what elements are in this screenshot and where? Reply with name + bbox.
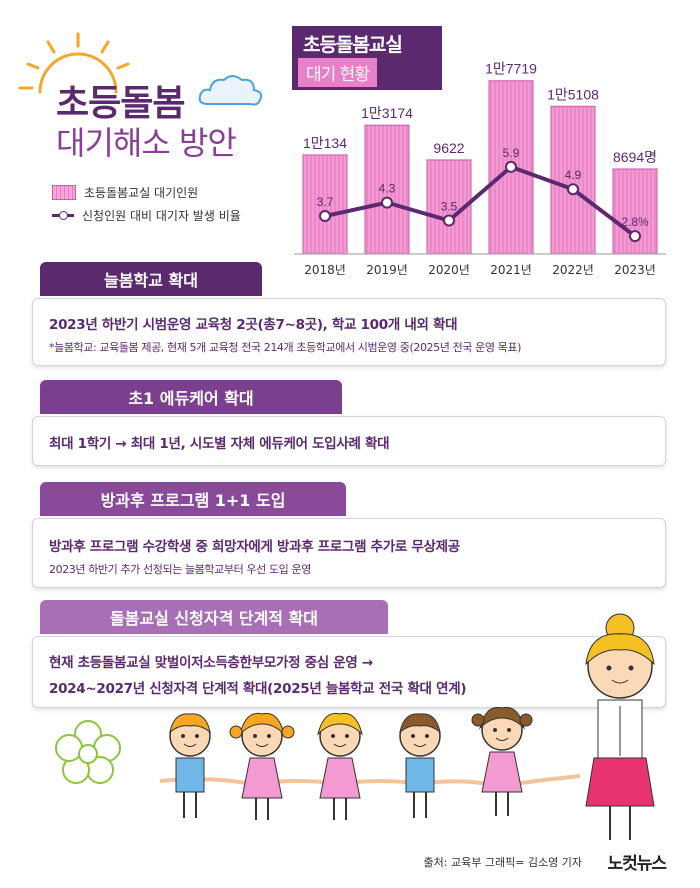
legend-bar-label: 초등돌봄교실 대기인원 <box>84 186 199 200</box>
child-figure <box>169 713 211 818</box>
legend-line: 신청인원 대비 대기자 발생 비율 <box>52 207 241 224</box>
sun-icon <box>18 32 130 94</box>
ratio-label: 3.7 <box>317 195 334 209</box>
section-tab-educare: 초1 에듀케어 확대 <box>40 380 342 414</box>
section-main-text: 현재 초등돌봄교실 맞벌이저소득층한부모가정 중심 운영 → <box>49 655 373 671</box>
ratio-point <box>567 183 579 196</box>
section-box-eligibility: 현재 초등돌봄교실 맞벌이저소득층한부모가정 중심 운영 → 2024~2027… <box>32 636 666 708</box>
section-tab-afterschool: 방과후 프로그램 1+1 도입 <box>40 482 346 516</box>
page-title: 초등돌봄 <box>56 83 185 124</box>
section-sub-text: *늘봄학교: 교육돌봄 제공, 현재 5개 교육청 전국 214개 초등학교에서… <box>49 341 521 354</box>
ratio-point <box>443 214 455 227</box>
page-subtitle: 대기해소 방안 <box>56 124 237 162</box>
legend-bar-swatch <box>52 185 76 200</box>
child-figure <box>229 712 295 820</box>
ratio-label: 3.5 <box>441 200 458 214</box>
child-figure <box>399 713 441 818</box>
child-figure <box>471 706 533 816</box>
ratio-label: 5.9 <box>503 146 520 160</box>
ratio-label: 4.3 <box>379 182 396 196</box>
bar-value-label: 1만7719 <box>485 61 537 77</box>
section-sub-text: 2023년 하반기 추가 선정되는 늘봄학교부터 우선 도입 운영 <box>49 563 311 576</box>
bar-value-label: 1만134 <box>303 135 347 151</box>
section-tab-neulbom: 늘봄학교 확대 <box>40 262 262 296</box>
section-box-afterschool: 방과후 프로그램 수강학생 중 희망자에게 방과후 프로그램 추가로 무상제공 … <box>32 518 666 588</box>
child-figure <box>317 712 363 820</box>
waiting-chart: 1만134 2018년 1만3174 2019년 9622 2020년 1만7719 2021… <box>294 61 666 277</box>
ratio-point <box>505 160 517 173</box>
ratio-point <box>381 196 393 209</box>
legend-bar: 초등돌봄교실 대기인원 <box>52 184 198 201</box>
ratio-label: 4.9 <box>565 168 582 182</box>
section-main-text: 2023년 하반기 시범운영 교육청 2곳(총7~8곳), 학교 100개 내외… <box>49 317 458 333</box>
ratio-point <box>629 230 641 243</box>
bar-value-label: 8694명 <box>613 149 657 165</box>
source-credit: 출처: 교육부 그래픽= 김소영 기자 <box>423 856 582 869</box>
section-main-text-2: 2024~2027년 신청자격 단계적 확대(2025년 늘봄학교 전국 확대 … <box>49 681 467 697</box>
section-box-educare: 최대 1학기 → 최대 1년, 시도별 자체 에듀케어 도입사례 확대 <box>32 416 666 466</box>
legend-line-swatch <box>52 209 74 222</box>
nocut-news-logo: 노컷뉴스 <box>607 854 667 874</box>
ratio-label: 2.8% <box>621 215 649 229</box>
x-tick-label: 2018년 <box>304 263 346 277</box>
x-tick-label: 2020년 <box>428 263 470 277</box>
teacher-figure <box>585 613 655 840</box>
section-box-neulbom: 2023년 하반기 시범운영 교육청 2곳(총7~8곳), 학교 100개 내외… <box>32 298 666 366</box>
chart-subtitle: 대기 현황 <box>298 58 377 87</box>
bar-value-label: 1만5108 <box>547 86 599 102</box>
legend-line-label: 신청인원 대비 대기자 발생 비율 <box>82 209 241 223</box>
bar-value-label: 9622 <box>433 140 464 156</box>
section-tab-eligibility: 돌봄교실 신청자격 단계적 확대 <box>40 600 388 634</box>
x-tick-label: 2023년 <box>614 263 656 277</box>
bar-2020년 <box>426 159 472 255</box>
x-tick-label: 2019년 <box>366 263 408 277</box>
section-main-text: 최대 1학기 → 최대 1년, 시도별 자체 에듀케어 도입사례 확대 <box>49 436 390 452</box>
x-tick-label: 2021년 <box>490 263 532 277</box>
cloud-icon <box>198 75 263 106</box>
ratio-line <box>324 164 637 238</box>
bar-value-label: 1만3174 <box>361 105 413 121</box>
bar-2018년 <box>302 154 348 255</box>
section-main-text: 방과후 프로그램 수강학생 중 희망자에게 방과후 프로그램 추가로 무상제공 <box>49 539 460 555</box>
ratio-point <box>319 210 331 223</box>
chart-title: 초등돌봄교실 <box>303 34 403 56</box>
flower-icon <box>55 720 121 784</box>
children-illustration <box>55 613 655 840</box>
x-tick-label: 2022년 <box>552 263 594 277</box>
